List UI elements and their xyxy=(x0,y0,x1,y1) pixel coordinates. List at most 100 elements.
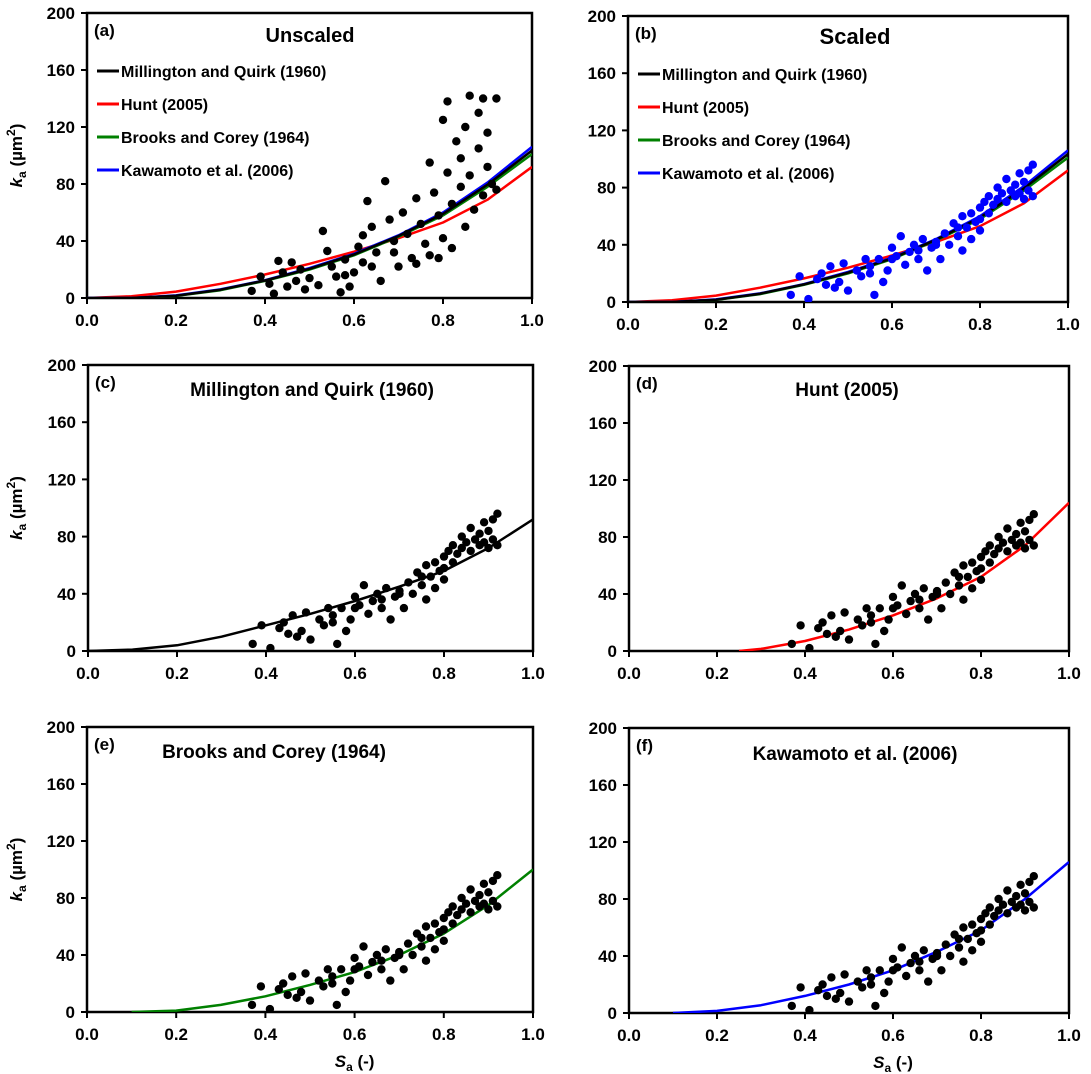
data-point xyxy=(292,993,301,1002)
data-point xyxy=(425,158,434,167)
data-point xyxy=(865,262,875,271)
x-tick-label: 0.6 xyxy=(342,311,366,330)
data-point xyxy=(493,902,502,911)
data-point xyxy=(875,966,884,975)
data-point xyxy=(787,639,796,649)
y-axis-label-superscript: 2 xyxy=(4,481,18,488)
data-point xyxy=(483,162,492,172)
data-point xyxy=(862,604,871,613)
data-point xyxy=(924,977,933,986)
data-point xyxy=(968,558,977,567)
data-point xyxy=(350,603,360,613)
data-point xyxy=(448,541,458,550)
y-tick-label: 0 xyxy=(66,289,75,308)
y-axis-label: ka (µm2) xyxy=(4,838,29,902)
data-point xyxy=(1024,186,1033,195)
x-tick-label: 0.2 xyxy=(705,664,729,683)
data-point xyxy=(483,128,492,137)
data-point xyxy=(968,920,977,929)
data-point xyxy=(350,953,359,963)
panel-e: 0 40 80 120 160 200 0.0 0.2 0.4 0.6 0.8 1.0 (e) Brook… xyxy=(4,718,545,1074)
data-point xyxy=(990,911,999,921)
data-point xyxy=(1024,166,1033,175)
data-point xyxy=(447,199,457,209)
data-point xyxy=(968,946,977,955)
data-point xyxy=(319,621,329,630)
data-point xyxy=(994,894,1003,904)
y-tick-label: 160 xyxy=(48,413,76,432)
x-tick-label: 0.6 xyxy=(343,664,367,683)
x-tick-label: 0.6 xyxy=(880,315,904,334)
x-tick-label: 0.0 xyxy=(76,664,100,683)
data-point xyxy=(924,615,933,624)
plot-frame xyxy=(86,363,535,653)
data-point xyxy=(421,922,431,931)
data-point xyxy=(1003,524,1012,533)
data-point xyxy=(1016,880,1025,889)
data-point xyxy=(367,262,376,271)
x-tick-label: 0.4 xyxy=(792,315,816,334)
data-point xyxy=(314,976,324,985)
data-point xyxy=(417,933,426,943)
data-point xyxy=(959,923,968,932)
data-point xyxy=(1020,544,1030,553)
data-point xyxy=(479,538,489,547)
data-point xyxy=(412,194,421,203)
data-point xyxy=(323,246,332,256)
data-point xyxy=(993,183,1002,192)
data-point xyxy=(452,137,461,146)
data-point xyxy=(319,982,328,991)
data-point xyxy=(269,289,279,298)
data-point xyxy=(993,194,1002,204)
data-point xyxy=(336,288,345,297)
data-point xyxy=(963,572,972,582)
y-axis-label-unit-close: ) xyxy=(7,476,26,482)
data-point xyxy=(421,956,431,965)
data-point xyxy=(827,611,836,620)
x-tick-label: 0.0 xyxy=(617,1026,641,1045)
data-point xyxy=(827,973,836,982)
data-point xyxy=(381,177,390,186)
x-axis-label: Sa (-) xyxy=(335,1052,375,1074)
plot-area xyxy=(672,861,1069,1013)
panel-label: (c) xyxy=(95,373,116,392)
data-point xyxy=(814,986,823,995)
data-point xyxy=(372,248,381,257)
data-point xyxy=(852,266,861,275)
data-point xyxy=(296,987,306,997)
y-tick-label: 80 xyxy=(598,890,617,909)
data-point xyxy=(822,629,832,639)
data-point xyxy=(844,635,854,644)
data-point xyxy=(425,251,434,260)
y-axis-label-unit: (µm xyxy=(7,488,26,523)
data-point xyxy=(439,913,448,923)
data-point xyxy=(962,223,971,232)
data-point xyxy=(941,578,950,587)
data-point xyxy=(333,639,342,649)
data-point xyxy=(937,966,946,975)
data-point xyxy=(897,581,906,590)
data-point xyxy=(337,965,346,974)
data-point xyxy=(817,269,826,278)
data-point xyxy=(887,254,897,264)
data-point xyxy=(265,1004,275,1012)
data-point xyxy=(813,274,822,284)
data-point xyxy=(946,589,955,599)
data-point xyxy=(994,544,1003,553)
y-axis-label-symbol: k xyxy=(7,890,26,901)
panel-label: (f) xyxy=(636,736,653,755)
data-point xyxy=(839,259,848,268)
data-point xyxy=(862,966,871,975)
legend-label: Brooks and Corey (1964) xyxy=(662,133,851,150)
data-point xyxy=(858,621,867,630)
data-point xyxy=(831,994,840,1003)
y-tick-label: 200 xyxy=(47,718,75,737)
data-point xyxy=(332,1000,341,1010)
data-point xyxy=(422,595,431,604)
data-point xyxy=(984,192,993,201)
data-point xyxy=(866,973,876,982)
data-point xyxy=(466,546,475,556)
data-point xyxy=(381,945,390,954)
data-point xyxy=(429,188,439,197)
data-point xyxy=(377,965,386,974)
